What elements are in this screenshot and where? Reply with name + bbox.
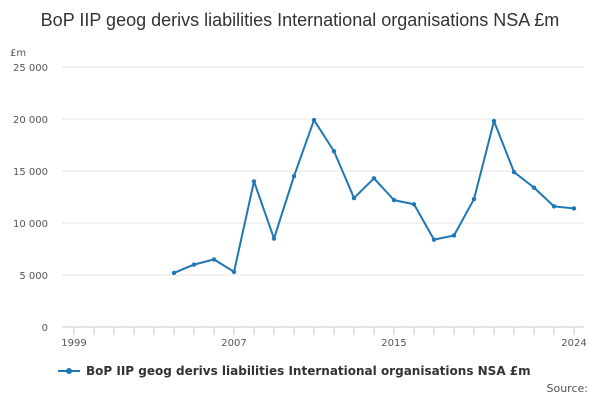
- data-point: [331, 149, 337, 154]
- source-label: Source:: [546, 382, 589, 395]
- series-line: [173, 119, 575, 274]
- y-tick-label: 25 000: [13, 63, 48, 74]
- data-point: [251, 179, 257, 184]
- legend-label: BoP IIP geog derivs liabilities Internat…: [86, 364, 531, 378]
- data-point: [411, 202, 417, 207]
- legend-dot-marker: [66, 368, 72, 374]
- data-point: [211, 257, 217, 262]
- y-tick-label: 5 000: [19, 271, 48, 282]
- data-point: [271, 236, 277, 241]
- data-point: [471, 196, 477, 202]
- data-point: [451, 233, 457, 238]
- y-tick-label: 15 000: [13, 167, 48, 178]
- legend-swatch: [58, 366, 80, 376]
- x-tick-label: 2015: [381, 338, 406, 349]
- data-point: [191, 262, 197, 267]
- data-point: [171, 270, 177, 276]
- data-point: [351, 195, 357, 201]
- data-point: [391, 197, 397, 203]
- data-point: [431, 237, 437, 242]
- data-point: [291, 174, 297, 179]
- data-point: [551, 204, 557, 209]
- data-point: [491, 118, 497, 124]
- data-point: [571, 206, 577, 211]
- legend[interactable]: BoP IIP geog derivs liabilities Internat…: [58, 364, 531, 378]
- data-point: [371, 176, 377, 181]
- y-axis-unit-label: £m: [10, 48, 26, 59]
- y-tick-label: 10 000: [13, 219, 48, 230]
- y-tick-label: 0: [42, 323, 48, 334]
- data-point: [531, 185, 537, 190]
- y-tick-label: 20 000: [13, 115, 48, 126]
- data-point: [511, 169, 517, 175]
- x-tick-label: 2007: [221, 338, 246, 349]
- x-tick-label: 2024: [561, 338, 586, 349]
- data-point: [311, 117, 317, 123]
- chart-title: BoP IIP geog derivs liabilities Internat…: [40, 10, 560, 30]
- x-tick-label: 1999: [61, 338, 86, 349]
- data-point: [231, 269, 237, 275]
